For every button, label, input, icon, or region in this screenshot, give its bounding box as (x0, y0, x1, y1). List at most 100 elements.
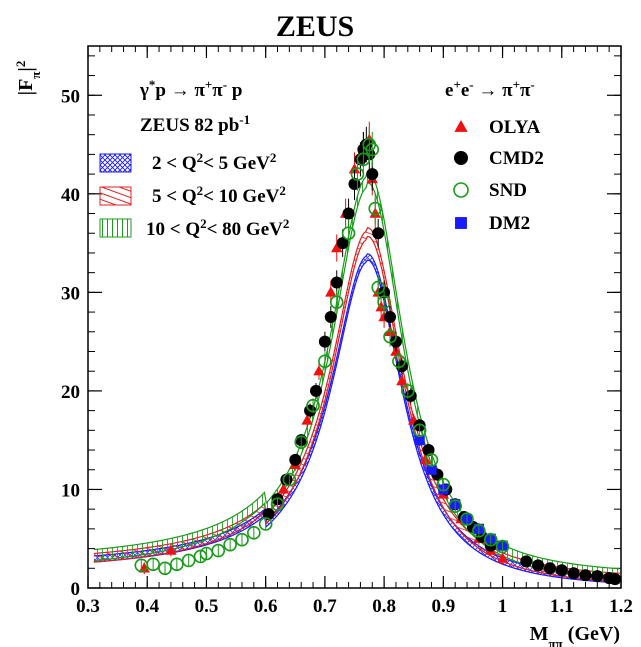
data-point-snd (371, 280, 385, 295)
data-point-dm2 (426, 464, 437, 475)
y-tick-label: 0 (71, 579, 81, 600)
y-axis-label: |Fπ|2 (13, 61, 43, 96)
data-point-olya (165, 544, 177, 555)
data-point-snd (377, 295, 391, 310)
band-legend-label-2: 5 < Q2< 10 GeV2 (152, 183, 286, 208)
data-point-snd (247, 526, 261, 540)
data-point-dm2 (414, 435, 425, 446)
data-point-cmd2 (609, 573, 622, 586)
data-point-cmd2 (336, 237, 349, 250)
data-point-snd (483, 532, 498, 547)
legend-label-dm2: DM2 (489, 213, 530, 234)
data-point-olya (301, 414, 313, 425)
annotation-reaction-ee: e+e- → π+π- (445, 77, 535, 102)
marker-legend: OLYA CMD2 SND DM2 (453, 117, 544, 234)
x-tick-label: 0.3 (76, 596, 100, 617)
band-legend-swatch-2 (99, 186, 132, 206)
data-point-snd (146, 557, 160, 572)
data-point-olya (396, 375, 408, 386)
data-point-cmd2 (324, 311, 337, 323)
data-point-snd (318, 354, 332, 369)
data-point-snd (223, 537, 237, 552)
data-point-snd (472, 524, 486, 538)
x-tick-label: 0.8 (372, 596, 396, 617)
y-tick-label: 30 (61, 283, 80, 304)
band-legend-label-1: 2 < Q2< 5 GeV2 (152, 150, 276, 175)
data-point-snd (460, 512, 474, 526)
annotation-reaction-zeus: γ*p → π+π- p (139, 77, 242, 102)
legend-label-olya: OLYA (489, 117, 541, 138)
data-point-snd (392, 354, 406, 369)
band-fill (93, 253, 620, 583)
legend-marker-olya (454, 120, 468, 132)
legend-marker-snd (453, 182, 469, 198)
data-point-cmd2 (384, 311, 397, 323)
data-point-snd (412, 423, 427, 438)
data-point-snd (329, 295, 344, 310)
legend-label-snd: SND (489, 180, 527, 201)
data-point-cmd2 (310, 384, 323, 397)
data-point-snd (368, 201, 383, 216)
data-point-olya (313, 365, 325, 376)
data-point-cmd2 (422, 444, 435, 457)
data-point-cmd2 (532, 559, 545, 572)
data-point-snd (341, 226, 356, 241)
data-point-snd (448, 499, 462, 514)
data-point-snd (436, 477, 451, 492)
data-point-cmd2 (555, 564, 568, 577)
data-point-snd (383, 329, 397, 344)
band-legend-swatch-1 (99, 153, 132, 173)
data-point-snd (306, 398, 320, 413)
annotation-zeus-lumi: ZEUS 82 pb-1 (140, 112, 250, 137)
data-point-snd (495, 539, 510, 554)
band-legend: 2 < Q2< 5 GeV2 5 < Q2< 10 GeV2 10 < Q2< … (99, 150, 289, 241)
data-point-cmd2 (579, 569, 592, 582)
band-lower-edge (93, 259, 620, 584)
x-tick-label: 1.1 (550, 596, 574, 617)
y-tick-label: 10 (61, 480, 80, 501)
data-point-cmd2 (543, 562, 556, 575)
data-point-snd (158, 561, 172, 576)
band-upper-edge (93, 171, 620, 570)
x-tick-label: 1.2 (609, 596, 633, 617)
data-point-cmd2 (318, 335, 331, 348)
y-tick-label: 50 (61, 86, 80, 107)
band-lower-edge (93, 182, 620, 581)
band-lower-edge (93, 235, 620, 583)
x-tick-label: 0.7 (313, 596, 337, 617)
data-point-olya (496, 552, 509, 563)
x-tick-label: 0.6 (254, 596, 278, 617)
y-tick-label: 40 (61, 185, 80, 206)
data-point-snd (258, 517, 273, 531)
data-point-cmd2 (520, 555, 533, 568)
data-point-snd (400, 384, 415, 398)
data-point-snd (211, 543, 226, 558)
data-point-cmd2 (567, 567, 580, 580)
x-tick-label: 0.5 (195, 596, 219, 617)
data-point-cmd2 (280, 473, 293, 486)
data-point-snd (181, 553, 196, 568)
x-tick-label: 1 (498, 596, 508, 617)
data-point-cmd2 (330, 276, 343, 289)
chart-title: ZEUS (276, 10, 354, 43)
legend-marker-dm2 (455, 217, 467, 229)
x-axis-label: Mππ (GeV) (530, 623, 620, 647)
data-point-olya (277, 483, 290, 494)
data-point-olya (325, 286, 337, 297)
data-point-cmd2 (342, 207, 355, 220)
data-point-snd (170, 557, 184, 572)
axes: 0.3 0.4 0.5 0.6 0.7 0.8 0.9 1 1.1 1.2 0 10 20 30 40 50 (61, 46, 633, 617)
data-point-snd (365, 142, 380, 157)
band-legend-label-3: 10 < Q2< 80 GeV2 (146, 216, 289, 241)
x-tick-label: 0.9 (431, 596, 455, 617)
x-tick-label: 0.4 (135, 596, 159, 617)
data-point-cmd2 (389, 335, 402, 348)
data-point-cmd2 (591, 570, 604, 583)
legend-marker-cmd2 (454, 151, 468, 165)
data-point-cmd2 (262, 508, 275, 521)
data-series (134, 121, 622, 586)
data-point-snd (235, 532, 249, 547)
data-point-cmd2 (372, 227, 385, 240)
data-point-snd (282, 472, 297, 487)
